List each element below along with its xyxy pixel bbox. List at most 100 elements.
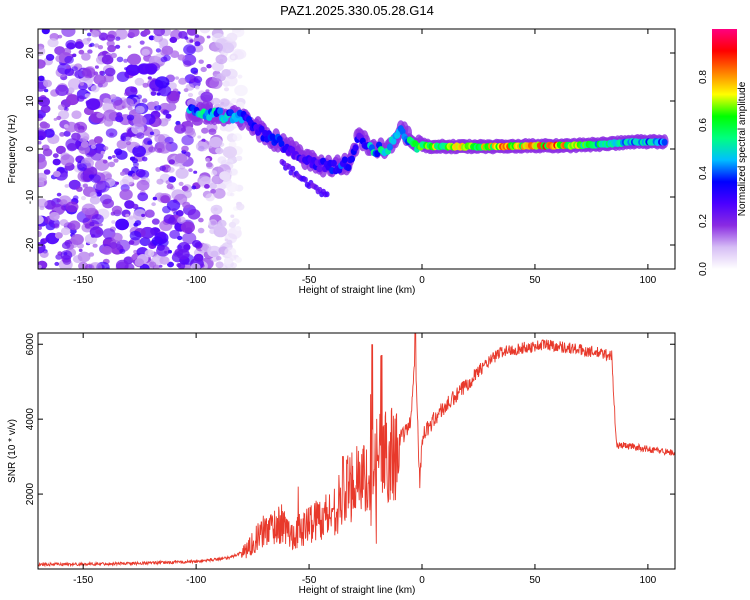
noise-blob: [115, 150, 128, 160]
noise-blob: [128, 240, 135, 245]
noise-blob: [99, 70, 104, 75]
spectrogram-xtick-label: -100: [186, 275, 206, 286]
noise-blob: [209, 78, 223, 89]
noise-blob: [38, 59, 46, 69]
colorbar-tick-label: 0.0: [698, 262, 709, 276]
noise-blob: [128, 215, 134, 220]
noise-blob: [84, 93, 91, 98]
noise-blob: [149, 261, 157, 268]
noise-blob: [59, 132, 65, 137]
spectrogram-xtick-label: -150: [73, 275, 93, 286]
noise-blob: [97, 45, 104, 50]
noise-blob: [78, 248, 83, 252]
noise-blob: [177, 54, 186, 61]
noise-blob: [182, 232, 197, 245]
noise-blob: [110, 211, 116, 216]
noise-blob: [178, 181, 184, 186]
noise-blob: [141, 213, 146, 218]
noise-blob: [38, 226, 42, 230]
ridge-core: [289, 146, 296, 154]
noise-blob: [110, 52, 118, 59]
noise-blob: [141, 156, 148, 162]
noise-blob: [205, 157, 211, 162]
noise-blob: [184, 36, 189, 40]
noise-blob: [142, 98, 148, 103]
noise-blob: [190, 263, 201, 269]
noise-blob: [76, 186, 83, 192]
noise-blob: [183, 44, 196, 55]
noise-blob: [226, 182, 239, 193]
colorbar-tick-label: 0.6: [698, 118, 709, 132]
noise-blob: [206, 161, 213, 168]
noise-blob: [38, 172, 47, 183]
colorbar-gradient: [712, 29, 737, 269]
noise-blob: [95, 229, 101, 234]
noise-blob: [86, 98, 101, 111]
noise-blob: [45, 53, 55, 61]
noise-blob: [168, 159, 175, 165]
noise-blob: [160, 195, 171, 204]
noise-blob: [215, 255, 222, 261]
noise-blob: [147, 76, 152, 80]
noise-blob: [124, 200, 135, 209]
noise-blob: [43, 79, 52, 88]
noise-blob: [95, 180, 110, 193]
snr-ticks: -150 -100 -50 0 50 100 2000 4000 6000: [25, 333, 675, 586]
noise-blob: [176, 248, 190, 260]
ridge-core: [330, 159, 337, 167]
noise-blob: [153, 101, 160, 106]
noise-blob: [211, 42, 223, 53]
noise-blob: [53, 170, 61, 178]
colorbar-tick-label: 0.4: [698, 166, 709, 180]
noise-blob: [142, 82, 149, 88]
noise-blob: [163, 54, 171, 62]
noise-blob: [47, 38, 59, 48]
noise-blob: [106, 34, 116, 42]
noise-blob: [77, 251, 91, 263]
noise-blob: [119, 189, 133, 201]
snr-xtick-label: -150: [73, 575, 93, 586]
noise-blob: [115, 181, 119, 185]
noise-blob: [76, 95, 85, 102]
noise-blob: [234, 256, 242, 263]
noise-blob: [222, 146, 237, 159]
noise-blob: [116, 71, 130, 83]
snr-ylabel: SNR (10 * v/v): [7, 419, 18, 483]
noise-blob: [95, 159, 110, 172]
noise-blob: [151, 218, 160, 225]
noise-blob: [226, 32, 238, 42]
noise-blob: [116, 112, 123, 118]
noise-blob: [166, 199, 181, 211]
noise-blob: [84, 223, 91, 229]
noise-blob: [144, 249, 155, 258]
noise-blob: [66, 143, 77, 152]
noise-blob: [115, 259, 129, 269]
noise-blob: [215, 261, 224, 269]
noise-blob: [229, 168, 238, 176]
noise-blob: [144, 63, 158, 74]
noise-blob: [173, 211, 179, 216]
noise-blob: [219, 124, 229, 132]
noise-blob: [235, 155, 243, 161]
noise-blob: [141, 48, 150, 56]
noise-blob: [92, 243, 98, 248]
noise-blob: [124, 67, 128, 71]
noise-blob: [139, 237, 151, 247]
noise-blob: [103, 118, 114, 127]
noise-blob: [232, 133, 243, 142]
noise-blob: [182, 201, 191, 209]
noise-blob: [111, 232, 123, 242]
noise-blob: [183, 244, 191, 251]
noise-blob: [91, 234, 96, 238]
snr-frame: [37, 332, 676, 570]
noise-blob: [197, 227, 205, 234]
noise-blob: [81, 52, 91, 61]
noise-blob: [168, 176, 177, 183]
noise-blob: [223, 87, 230, 92]
noise-blob: [38, 135, 44, 141]
spectrogram-xtick-label: 100: [640, 275, 657, 286]
noise-blob: [71, 132, 81, 141]
ridge-core: [349, 155, 355, 163]
noise-blob: [136, 179, 150, 191]
